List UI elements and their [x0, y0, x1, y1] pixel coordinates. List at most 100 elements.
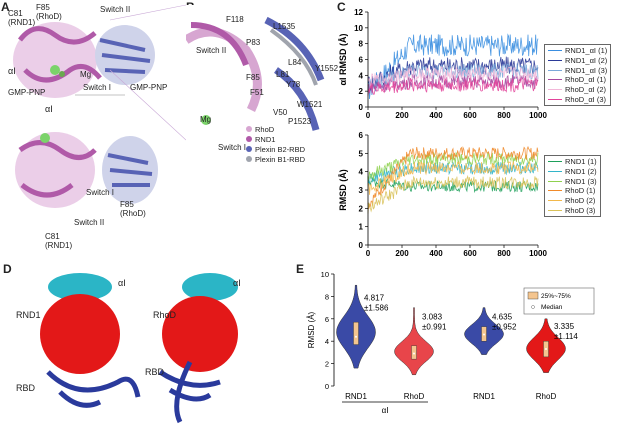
x-tick-label: 1000 [529, 111, 547, 120]
residue-f118: F118 [226, 15, 244, 24]
y-tick-label: 2 [359, 87, 364, 96]
y-tick-label: 10 [321, 270, 329, 279]
legend-swatch [548, 69, 562, 71]
label-ai-d-left: αI [118, 278, 126, 288]
legend-swatch [548, 79, 562, 81]
iqr-box [411, 345, 417, 360]
series-line [367, 62, 539, 93]
rhod-swatch [246, 126, 252, 132]
legend-entry: RND1 (3) [548, 176, 597, 186]
group-value-label: ±1.586 [364, 303, 389, 312]
legend-entry: RND1_αI (2) [548, 56, 607, 66]
y-tick-label: 4 [359, 168, 364, 177]
legend-swatch [548, 190, 562, 192]
residue-p1523: P1523 [288, 117, 312, 126]
legend-entry: RhoD (2) [548, 196, 597, 206]
rbd-sheet-top [99, 38, 151, 74]
series-line [367, 145, 539, 210]
label-switch1-bottom: Switch I [86, 188, 115, 197]
y-tick-label: 0 [359, 241, 364, 250]
legend-label: RhoD (2) [565, 196, 596, 206]
ai-ensemble-left [48, 273, 112, 301]
legend-swatch [548, 180, 562, 182]
y-tick-label: 6 [325, 315, 329, 324]
label-switch1-b: Switch I [218, 143, 247, 152]
plexin-b2-swatch [246, 146, 252, 152]
legend-label: RND1_αI (1) [565, 46, 608, 56]
legend-swatch [548, 200, 562, 202]
label-ai-d-right: αI [233, 278, 241, 288]
group-value-label: 3.083 [422, 312, 443, 321]
y-axis-label: RMSD (Å) [338, 169, 348, 211]
series-line [367, 33, 539, 100]
label-gmppnp-a1: GMP-PNP [8, 88, 46, 97]
residue-y78: Y78 [286, 80, 301, 89]
panel-b-legend: RhoD RND1 Plexin B2-RBD Plexin B1-RBD [246, 124, 305, 164]
rnd1-cartoon [40, 294, 120, 374]
x-axis-label: Time (ns) [433, 261, 473, 262]
residue-f51: F51 [250, 88, 264, 97]
label-switch1-a: Switch I [83, 83, 112, 92]
ai-ensemble-right [182, 273, 238, 301]
rnd1-swatch [246, 136, 252, 142]
group-label: RND1 [345, 392, 367, 401]
label-rhod-d: RhoD [153, 310, 177, 320]
x-tick-label: 800 [497, 111, 511, 120]
rbd-right [158, 360, 221, 424]
y-tick-label: 1 [359, 223, 364, 232]
residue-f85: F85 [246, 73, 260, 82]
legend-rnd1: RND1 [246, 134, 305, 144]
legend-label: RhoD_αI (1) [565, 75, 607, 85]
legend-label: RhoD_αI (2) [565, 85, 607, 95]
x-tick-label: 200 [395, 111, 409, 120]
legend-label: RhoD (1) [565, 186, 596, 196]
label-rbd-d-right: RBD [145, 367, 165, 377]
legend-swatch [548, 60, 562, 62]
x-tick-label: 400 [429, 111, 443, 120]
panel-label-a: A [1, 0, 10, 14]
median-dot [355, 335, 357, 338]
gmppnp-bottom [40, 133, 50, 143]
y-tick-label: 5 [359, 149, 364, 158]
group-value-label: ±0.952 [492, 322, 517, 331]
rnd1-helix [190, 22, 249, 67]
series-line [367, 77, 539, 96]
panel-e-chart: 0 2 4 6 8 10 RMSD (Å) 4.817±1.586 RND1 3.083±0.99… [307, 270, 595, 415]
y-tick-label: 8 [325, 292, 329, 301]
median-dot [413, 352, 415, 355]
plexin-b1-swatch [246, 156, 252, 162]
label-c81-bottom: C81 (RND1) [45, 232, 73, 250]
panel-label-e: E [296, 262, 305, 276]
zoom-line [109, 69, 186, 141]
legend-ai-rmsd: RND1_αI (1) RND1_αI (2) RND1_αI (3) RhoD_αI… [544, 44, 612, 107]
group-value-label: 3.335 [554, 322, 575, 331]
panel-d-structure [40, 273, 238, 424]
group-label: RhoD [404, 392, 425, 401]
legend-entry: RhoD_αI (2) [548, 85, 607, 95]
label-switch2-bottom: Switch II [74, 218, 105, 227]
median-dot [545, 348, 547, 351]
y-tick-label: 10 [354, 24, 363, 33]
legend-iqr-swatch [527, 291, 539, 300]
mg-icon-b [201, 115, 211, 125]
legend-swatch [548, 209, 562, 211]
y-tick-label: 2 [325, 360, 329, 369]
residue-l1535: L1535 [273, 22, 296, 31]
panel-b-structure [186, 5, 326, 133]
x-tick-label: 0 [366, 111, 371, 120]
label-f85-top: F85 (RhoD) [36, 3, 62, 21]
group-value-label: 4.635 [492, 312, 513, 321]
y-tick-label: 8 [359, 40, 364, 49]
y-tick-label: 3 [359, 186, 364, 195]
label-gmppnp-a2: GMP-PNP [130, 83, 168, 92]
legend-rhod: RhoD [246, 124, 305, 134]
legend-rnd1-label: RND1 [255, 134, 276, 144]
rhod-helix [186, 27, 262, 113]
legend-swatch [548, 89, 562, 91]
label-switch2-top: Switch II [100, 5, 131, 14]
legend-plexin-b1: Plexin B1-RBD [246, 154, 305, 164]
label-ai-top: αI [8, 66, 16, 76]
panel-label-c: C [337, 0, 346, 14]
plexin-b1-rbd [269, 28, 318, 86]
